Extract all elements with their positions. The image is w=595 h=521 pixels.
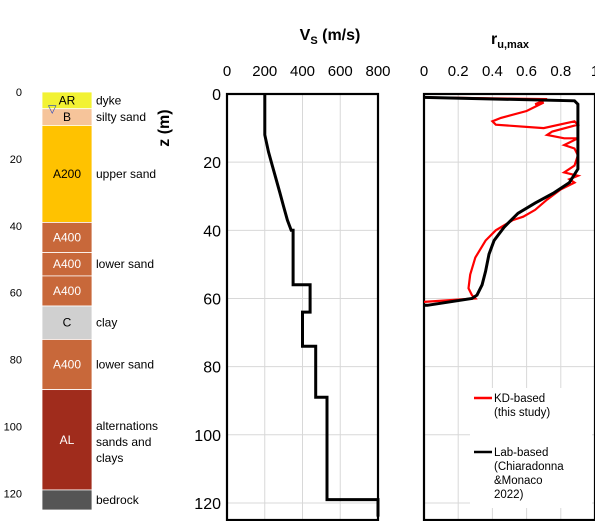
- layer-name-label: bedrock: [96, 493, 140, 507]
- y-tick-label: 120: [194, 496, 221, 513]
- soil-profile-log: AR dyke B silty sand A200 upper sand A400 A400 l…: [4, 40, 158, 518]
- layer-name-label: silty sand: [96, 110, 146, 124]
- layer-code-label: A400: [53, 257, 81, 271]
- layer-code-label: AR: [59, 93, 76, 107]
- layer-name-label: sands and: [96, 435, 151, 449]
- depth-tick-label: 0: [16, 87, 22, 99]
- legend: KD-based (this study) Lab-based (Chiaradonn…: [470, 388, 592, 508]
- layer-name-label: clay: [96, 316, 117, 330]
- legend-label: (this study): [494, 407, 550, 419]
- x-tick-label: 0.8: [550, 63, 571, 80]
- layer-code-label: C: [63, 316, 72, 330]
- layer-name-label: upper sand: [96, 167, 156, 181]
- chart-title: VS (m/s): [300, 27, 361, 47]
- x-tick-label: 400: [290, 63, 315, 80]
- depth-tick-label: 20: [10, 154, 22, 166]
- depth-tick-label: 40: [10, 221, 22, 233]
- plot-frame: [225, 92, 380, 521]
- series-line: [423, 95, 580, 307]
- legend-label: Lab-based: [494, 447, 548, 459]
- y-tick-label: 100: [194, 428, 221, 445]
- x-tick-label: 0.6: [516, 63, 537, 80]
- legend-label: (Chiaradonna: [494, 461, 564, 473]
- series-line: [263, 94, 380, 517]
- vs-profile-chart: 0 200 400 600 800 0 20 40 60 80 100 120 VS (m/s) z (m…: [156, 27, 391, 521]
- layer-code-label: AL: [60, 433, 75, 447]
- depth-tick-label: 60: [10, 288, 22, 300]
- layer-name-label: alternations: [96, 419, 158, 433]
- legend-label: KD-based: [494, 393, 545, 405]
- legend-label: 2022): [494, 489, 524, 501]
- y-tick-label: 0: [212, 87, 221, 104]
- layer-code-label: A400: [53, 230, 81, 244]
- layer-code-label: B: [63, 110, 71, 124]
- y-tick-label: 80: [203, 360, 221, 377]
- x-tick-label: 1: [591, 63, 595, 80]
- x-tick-label: 0.4: [482, 63, 503, 80]
- x-tick-label: 0.2: [448, 63, 469, 80]
- y-axis-label: z (m): [156, 109, 173, 146]
- chart-title: ru,max: [491, 31, 530, 51]
- layer-name-label: lower sand: [96, 257, 154, 271]
- series-line: [423, 96, 582, 303]
- plot-frame: [422, 92, 595, 521]
- depth-tick-label: 100: [4, 421, 22, 433]
- layer-block: [41, 125, 93, 223]
- ru-max-profile-chart: 0 0.2 0.4 0.6 0.8 1 ru,max KD-based (this study)…: [420, 31, 595, 521]
- x-tick-label: 600: [328, 63, 353, 80]
- layer-name-label: lower sand: [96, 358, 154, 372]
- y-tick-label: 60: [203, 291, 221, 308]
- layer-block: [41, 489, 93, 511]
- legend-label: &Monaco: [494, 475, 543, 487]
- x-tick-label: 800: [365, 63, 390, 80]
- water-table-icon: ▽: [48, 104, 57, 116]
- layer-code-label: A400: [53, 358, 81, 372]
- layer-code-label: A400: [53, 284, 81, 298]
- x-tick-label: 200: [252, 63, 277, 80]
- layer-block: [41, 305, 93, 340]
- depth-tick-label: 80: [10, 355, 22, 367]
- x-tick-label: 0: [420, 63, 428, 80]
- layer-name-label: dyke: [96, 93, 122, 107]
- x-tick-label: 0: [223, 63, 231, 80]
- layer-code-label: A200: [53, 167, 81, 181]
- legend-background: [470, 388, 592, 508]
- depth-tick-label: 120: [4, 488, 22, 500]
- y-tick-label: 20: [203, 155, 221, 172]
- y-tick-label: 40: [203, 223, 221, 240]
- layer-name-label: clays: [96, 451, 123, 465]
